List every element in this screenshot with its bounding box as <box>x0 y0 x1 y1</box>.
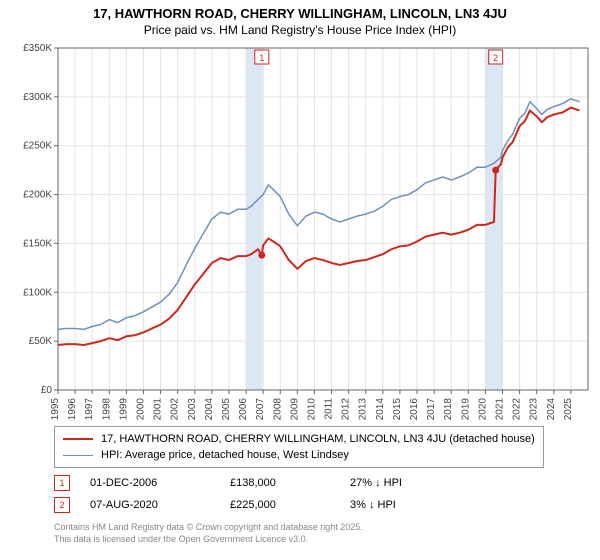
svg-text:£200K: £200K <box>23 190 52 201</box>
sale-row: 2 07-AUG-2020£225,0003% ↓ HPI <box>54 496 574 514</box>
legend-row: 17, HAWTHORN ROAD, CHERRY WILLINGHAM, LI… <box>63 431 535 447</box>
svg-text:2025: 2025 <box>563 398 574 421</box>
svg-text:£100K: £100K <box>23 287 52 298</box>
svg-text:£0: £0 <box>41 385 53 396</box>
svg-text:£150K: £150K <box>23 238 52 249</box>
sale-date: 01-DEC-2006 <box>90 477 230 489</box>
svg-text:2007: 2007 <box>255 398 266 421</box>
svg-text:1999: 1999 <box>118 398 129 421</box>
svg-text:1: 1 <box>259 53 264 63</box>
legend-swatch <box>63 455 93 456</box>
sale-marker: 2 <box>54 497 70 513</box>
legend-area: 17, HAWTHORN ROAD, CHERRY WILLINGHAM, LI… <box>54 426 574 545</box>
svg-text:2022: 2022 <box>512 398 523 421</box>
svg-text:2006: 2006 <box>238 398 249 421</box>
legend-label: HPI: Average price, detached house, West… <box>101 449 349 461</box>
svg-text:2015: 2015 <box>392 398 403 421</box>
svg-text:1996: 1996 <box>67 398 78 421</box>
svg-text:2004: 2004 <box>204 398 215 421</box>
svg-text:2012: 2012 <box>341 398 352 421</box>
footer-line-2: This data is licensed under the Open Gov… <box>54 534 574 546</box>
svg-text:2014: 2014 <box>375 398 386 421</box>
svg-text:1995: 1995 <box>50 398 61 421</box>
chart-title: 17, HAWTHORN ROAD, CHERRY WILLINGHAM, LI… <box>0 0 600 21</box>
legend-box: 17, HAWTHORN ROAD, CHERRY WILLINGHAM, LI… <box>54 426 544 468</box>
svg-text:£250K: £250K <box>23 141 52 152</box>
svg-text:2: 2 <box>493 53 498 63</box>
svg-text:2010: 2010 <box>306 398 317 421</box>
sale-price: £225,000 <box>230 499 350 511</box>
svg-text:2001: 2001 <box>153 398 164 421</box>
svg-text:2018: 2018 <box>443 398 454 421</box>
svg-text:2019: 2019 <box>460 398 471 421</box>
svg-text:1998: 1998 <box>101 398 112 421</box>
svg-text:£50K: £50K <box>29 336 53 347</box>
legend-swatch <box>63 438 93 440</box>
svg-text:2020: 2020 <box>477 398 488 421</box>
svg-text:2017: 2017 <box>426 398 437 421</box>
svg-text:2009: 2009 <box>289 398 300 421</box>
legend-row: HPI: Average price, detached house, West… <box>63 447 535 463</box>
svg-text:2000: 2000 <box>135 398 146 421</box>
svg-text:2013: 2013 <box>358 398 369 421</box>
price-chart: £0 £50K £100K £150K £200K £250K £300K £350K 1995… <box>12 42 592 424</box>
svg-text:2005: 2005 <box>221 398 232 421</box>
sale-row: 1 01-DEC-2006£138,00027% ↓ HPI <box>54 474 574 492</box>
sale-diff: 3% ↓ HPI <box>350 499 470 511</box>
chart-footer: Contains HM Land Registry data © Crown c… <box>54 522 574 545</box>
sale-price: £138,000 <box>230 477 350 489</box>
svg-text:2024: 2024 <box>546 398 557 421</box>
svg-text:2002: 2002 <box>170 398 181 421</box>
legend-label: 17, HAWTHORN ROAD, CHERRY WILLINGHAM, LI… <box>101 433 535 445</box>
chart-subtitle: Price paid vs. HM Land Registry's House … <box>0 21 600 37</box>
svg-text:2011: 2011 <box>324 398 335 420</box>
svg-text:1997: 1997 <box>84 398 95 421</box>
sale-date: 07-AUG-2020 <box>90 499 230 511</box>
svg-text:£350K: £350K <box>23 43 52 54</box>
sale-diff: 27% ↓ HPI <box>350 477 470 489</box>
svg-text:2008: 2008 <box>272 398 283 421</box>
svg-text:2003: 2003 <box>187 398 198 421</box>
svg-text:2016: 2016 <box>409 398 420 421</box>
svg-text:£300K: £300K <box>23 92 52 103</box>
footer-line-1: Contains HM Land Registry data © Crown c… <box>54 522 574 534</box>
svg-text:2023: 2023 <box>529 398 540 421</box>
sale-marker: 1 <box>54 475 70 491</box>
svg-text:2021: 2021 <box>495 398 506 421</box>
